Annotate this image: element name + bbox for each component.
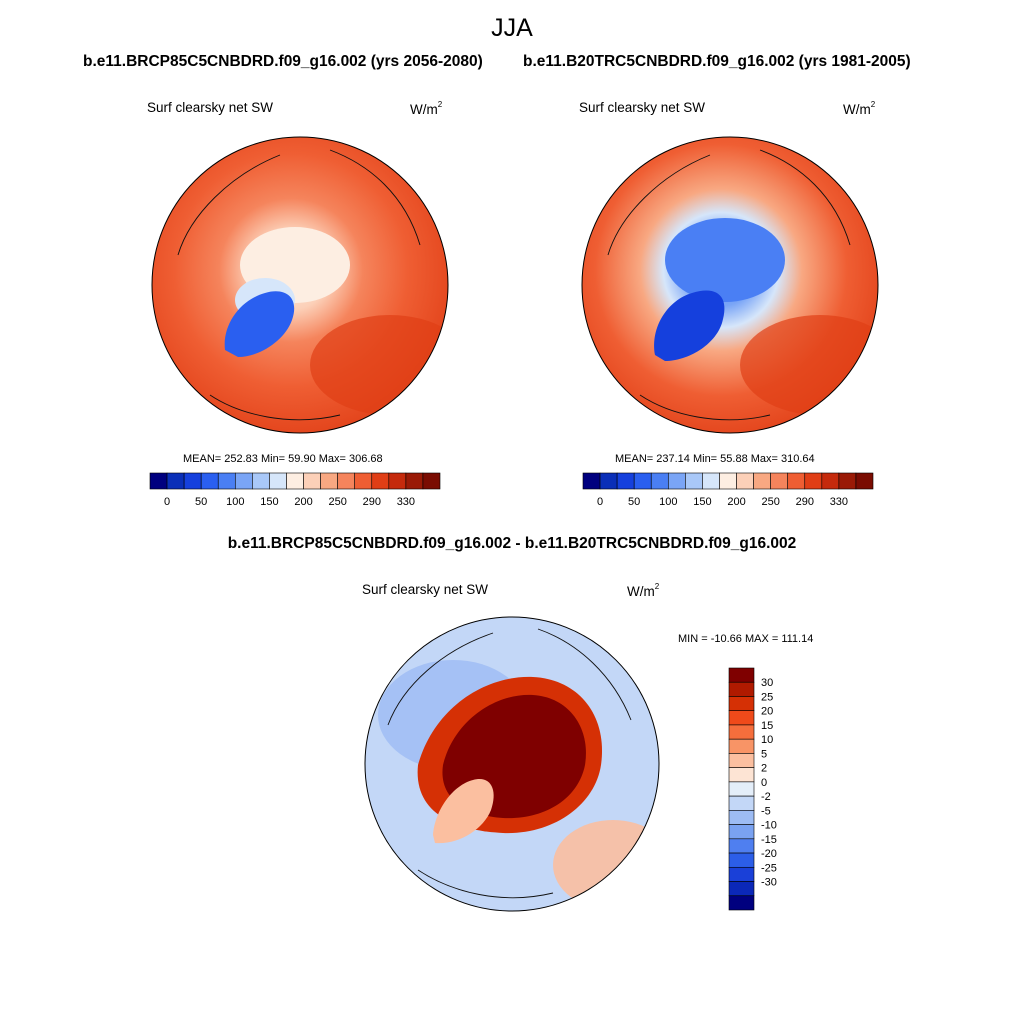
colorbar-tick-label: 100 [659,496,677,508]
colorbar-tick-label: 250 [328,496,346,508]
colorbar-tick-label: 0 [597,496,603,508]
left-greenland-region [224,291,295,357]
colorbar-tick-label: 50 [195,496,207,508]
colorbar-tick-label: 0 [164,496,170,508]
colorbar-tick-label: 2 [761,763,767,775]
left-coastlines [177,149,421,421]
colorbar-tick-label: 10 [761,734,773,746]
colorbar-swatch-16 [728,895,755,911]
colorbar-tick-label: 150 [693,496,711,508]
colorbar-swatch-1 [728,681,755,697]
colorbar-swatch-9 [728,795,755,811]
colorbar-tick-label: 0 [761,777,767,789]
colorbar-tick-label: 30 [761,677,773,689]
colorbar-swatch-5 [728,738,755,754]
colorbar-tick-label: 330 [830,496,848,508]
difference-polar-map [364,616,660,912]
right-greenland-region [654,290,725,361]
colorbar-tick-label: 250 [761,496,779,508]
colorbar-swatch-14 [728,866,755,882]
left-map-border [151,136,449,434]
colorbar-swatch-0 [728,667,755,683]
colorbar-tick-label: -25 [761,862,777,874]
colorbar-tick-label: 25 [761,691,773,703]
right-polar-map [581,136,879,434]
colorbar-tick-label: 150 [260,496,278,508]
colorbar-tick-label: -30 [761,877,777,889]
colorbar-tick-label: -20 [761,848,777,860]
colorbar-tick-label: -10 [761,820,777,832]
colorbar-swatch-3 [728,710,755,726]
diff-units-label: W/m2 [627,582,660,599]
colorbar-tick-label: 330 [397,496,415,508]
right-map-border [581,136,879,434]
left-polar-map [151,136,449,434]
right-case-title: b.e11.B20TRC5CNBDRD.f09_g16.002 (yrs 198… [523,53,911,70]
colorbar-tick-label: 290 [796,496,814,508]
right-units-label: W/m2 [843,100,876,117]
colorbar-tick-label: 200 [727,496,745,508]
left-colorbar: 0 50 100 150 200 250 290 330 [149,472,441,508]
colorbar-tick-label: 15 [761,720,773,732]
right-colorbar: 0 50 100 150 200 250 290 330 [582,472,874,508]
right-arctic-ocean-region [665,218,785,302]
colorbar-swatch-8 [728,781,755,797]
colorbar-tick-label: 5 [761,748,767,760]
left-variable-label: Surf clearsky net SW [147,100,274,115]
colorbar-swatch-10 [728,810,755,825]
diff-variable-label: Surf clearsky net SW [362,582,489,597]
diff-greenland-region [433,779,494,844]
colorbar-swatch-16 [855,472,874,490]
colorbar-swatch-4 [728,724,755,740]
colorbar-tick-label: 200 [294,496,312,508]
colorbar-swatch-15 [728,881,755,897]
colorbar-tick-label: 100 [226,496,244,508]
right-variable-label: Surf clearsky net SW [579,100,706,115]
colorbar-swatch-7 [728,767,755,783]
colorbar-swatch-6 [728,753,755,768]
diff-min-max-label: MIN = -10.66 MAX = 111.14 [678,633,814,645]
colorbar-tick-label: 50 [628,496,640,508]
colorbar-tick-label: -5 [761,805,771,817]
difference-title: b.e11.BRCP85C5CNBDRD.f09_g16.002 - b.e11… [227,535,797,552]
left-stats: MEAN= 252.83 Min= 59.90 Max= 306.68 [183,453,383,465]
left-units-label: W/m2 [410,100,443,117]
season-title: JJA [491,14,533,42]
colorbar-tick-label: 290 [363,496,381,508]
colorbar-tick-label: -2 [761,791,771,803]
right-stats: MEAN= 237.14 Min= 55.88 Max= 310.64 [615,453,815,465]
diff-map-border [364,616,660,912]
diff-coastlines [387,628,632,899]
colorbar-tick-label: -15 [761,834,777,846]
colorbar-swatch-12 [728,838,755,854]
colorbar-tick-label: 20 [761,706,773,718]
left-case-title: b.e11.BRCP85C5CNBDRD.f09_g16.002 (yrs 20… [83,53,483,70]
colorbar-swatch-13 [728,852,755,868]
colorbar-swatch-2 [728,696,755,712]
colorbar-swatch-16 [422,472,441,490]
colorbar-swatch-11 [728,824,755,840]
right-coastlines [607,149,851,421]
